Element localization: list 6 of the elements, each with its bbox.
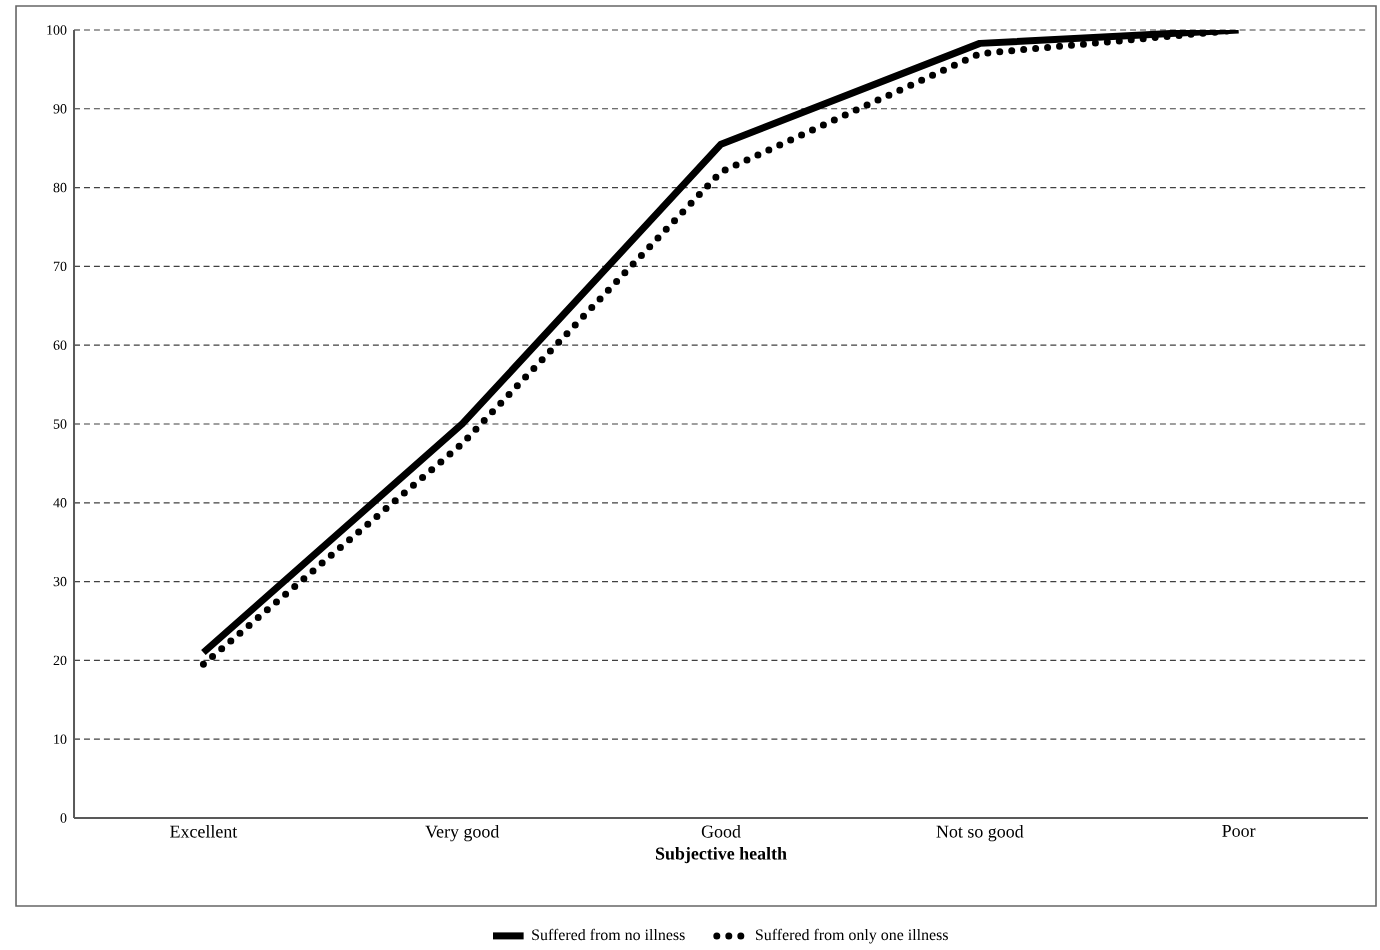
x-tick-label: Good [701,824,741,838]
x-tick-label: Very good [425,824,500,841]
x-tick-label: Not so good [936,824,1024,841]
x-tick-label: Poor [1222,824,1256,837]
x-axis-title: Subjective health [655,846,787,863]
x-tick-label: Excellent [170,824,238,838]
